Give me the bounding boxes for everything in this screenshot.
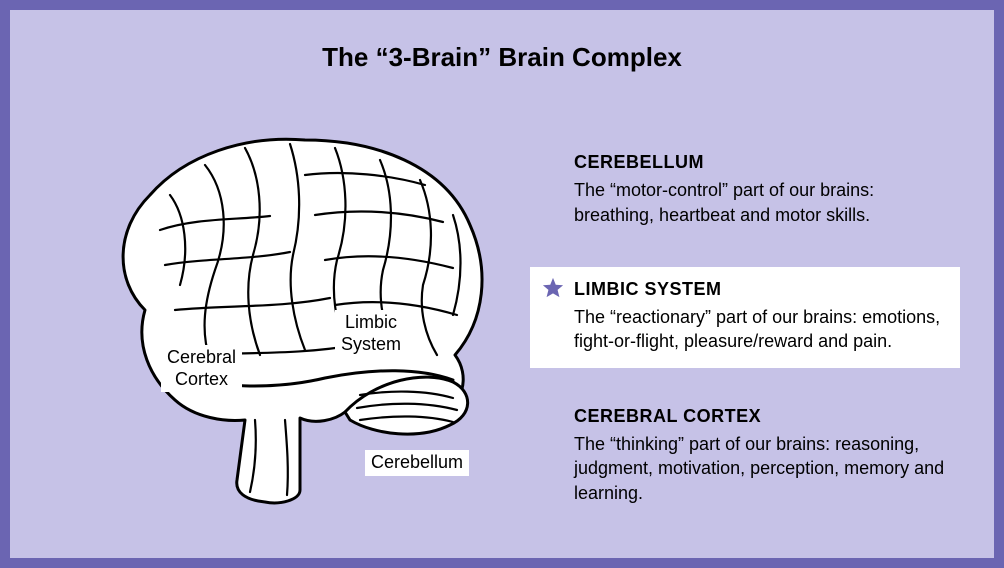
- description-column: CEREBELLUM The “motor-control” part of o…: [530, 140, 960, 545]
- desc-heading: LIMBIC SYSTEM: [574, 277, 946, 301]
- desc-body: The “reactionary” part of our brains: em…: [574, 305, 946, 354]
- brain-label-cerebellum: Cerebellum: [365, 450, 469, 476]
- desc-block-limbic: LIMBIC SYSTEM The “reactionary” part of …: [530, 267, 960, 368]
- desc-body: The “motor-control” part of our brains: …: [574, 178, 946, 227]
- page-title: The “3-Brain” Brain Complex: [10, 42, 994, 73]
- desc-heading: CEREBRAL CORTEX: [574, 404, 946, 428]
- brain-label-limbic: Limbic System: [335, 310, 407, 357]
- star-icon: [542, 277, 564, 299]
- desc-block-cerebellum: CEREBELLUM The “motor-control” part of o…: [530, 140, 960, 241]
- brain-label-cortex: Cerebral Cortex: [161, 345, 242, 392]
- slide-frame: The “3-Brain” Brain Complex: [0, 0, 1004, 568]
- brain-diagram: Cerebral Cortex Limbic System Cerebellum: [75, 120, 495, 520]
- desc-block-cortex: CEREBRAL CORTEX The “thinking” part of o…: [530, 394, 960, 519]
- desc-body: The “thinking” part of our brains: reaso…: [574, 432, 946, 505]
- desc-heading: CEREBELLUM: [574, 150, 946, 174]
